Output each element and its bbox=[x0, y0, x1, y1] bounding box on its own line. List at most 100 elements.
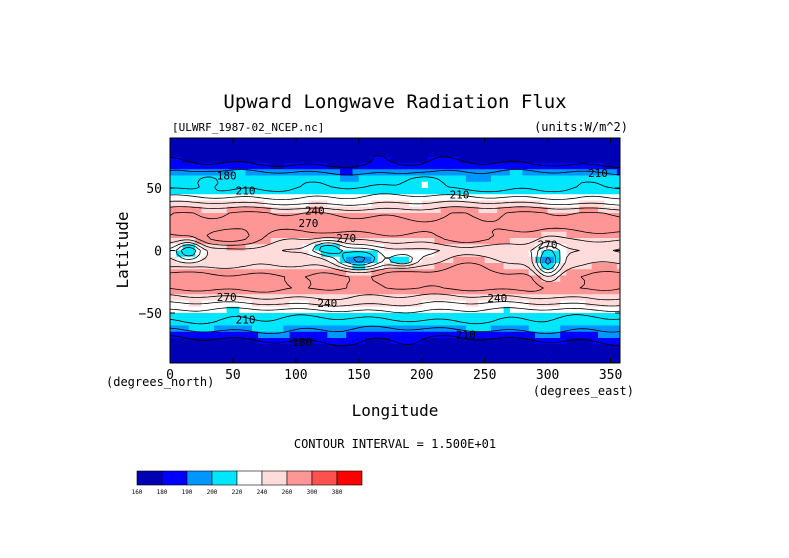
heatmap-cell bbox=[321, 200, 328, 208]
heatmap-cell bbox=[541, 138, 549, 145]
heatmap-cell bbox=[591, 256, 599, 264]
heatmap-cell bbox=[553, 219, 561, 227]
heatmap-cell bbox=[182, 138, 190, 145]
heatmap-cell bbox=[201, 238, 209, 245]
heatmap-cell bbox=[497, 350, 505, 358]
heatmap-cell bbox=[503, 244, 511, 252]
heatmap-cell bbox=[170, 300, 177, 308]
heatmap-cell bbox=[597, 231, 605, 239]
heatmap-cell bbox=[245, 163, 253, 170]
heatmap-cell bbox=[258, 263, 266, 270]
heatmap-cell bbox=[490, 275, 498, 283]
heatmap-cell bbox=[390, 313, 398, 320]
heatmap-cell bbox=[579, 144, 586, 152]
heatmap-cell bbox=[302, 281, 310, 289]
heatmap-cell bbox=[314, 288, 322, 295]
heatmap-cell bbox=[478, 138, 486, 145]
heatmap-cell bbox=[239, 250, 247, 258]
heatmap-cell bbox=[239, 181, 247, 189]
heatmap-cell bbox=[226, 275, 234, 283]
heatmap-cell bbox=[390, 350, 398, 358]
heatmap-cell bbox=[497, 175, 505, 183]
heatmap-cell bbox=[371, 338, 379, 345]
heatmap-cell bbox=[484, 213, 492, 220]
heatmap-cell bbox=[283, 350, 291, 358]
heatmap-cell bbox=[604, 281, 612, 289]
heatmap-cell bbox=[428, 275, 435, 283]
heatmap-cell bbox=[321, 338, 328, 345]
heatmap-cell bbox=[547, 294, 555, 302]
heatmap-cell bbox=[409, 306, 417, 314]
contour-line-285 bbox=[206, 228, 250, 242]
heatmap-cell bbox=[377, 188, 385, 195]
heatmap-cell bbox=[371, 313, 379, 320]
heatmap-cell bbox=[459, 350, 467, 358]
heatmap-cell bbox=[239, 219, 247, 227]
heatmap-cell bbox=[188, 206, 196, 214]
heatmap-cell bbox=[516, 231, 524, 239]
contour-line-270 bbox=[170, 211, 620, 293]
heatmap-cell bbox=[188, 213, 196, 220]
heatmap-cell bbox=[258, 275, 266, 283]
heatmap-cell bbox=[553, 213, 561, 220]
heatmap-cell bbox=[610, 169, 618, 177]
heatmap-cell bbox=[276, 275, 284, 283]
heatmap-cell bbox=[365, 313, 372, 320]
heatmap-cell bbox=[232, 288, 240, 295]
heatmap-cell bbox=[472, 250, 479, 258]
heatmap-cell bbox=[516, 300, 524, 308]
heatmap-cell bbox=[585, 163, 593, 170]
heatmap-cell bbox=[371, 200, 379, 208]
heatmap-cell bbox=[434, 156, 442, 164]
heatmap-cell bbox=[283, 181, 291, 189]
heatmap-cell bbox=[459, 250, 467, 258]
heatmap-cell bbox=[308, 219, 316, 227]
heatmap-cell bbox=[428, 144, 435, 152]
heatmap-cell bbox=[321, 256, 328, 264]
heatmap-cell bbox=[503, 150, 511, 158]
heatmap-cell bbox=[503, 356, 511, 363]
heatmap-cell bbox=[547, 206, 555, 214]
heatmap-cell bbox=[484, 294, 492, 302]
heatmap-cell bbox=[276, 144, 284, 152]
heatmap-cell bbox=[283, 356, 291, 363]
heatmap-cell bbox=[579, 269, 586, 277]
heatmap-cell bbox=[214, 344, 221, 352]
heatmap-cell bbox=[295, 213, 303, 220]
heatmap-cell bbox=[522, 313, 530, 320]
heatmap-cell bbox=[289, 338, 297, 345]
heatmap-cell bbox=[396, 244, 404, 252]
heatmap-cell bbox=[541, 175, 549, 183]
heatmap-cell bbox=[383, 175, 391, 183]
heatmap-cell bbox=[195, 238, 203, 245]
heatmap-cell bbox=[616, 281, 620, 289]
heatmap-cell bbox=[358, 275, 366, 283]
heatmap-cell bbox=[497, 275, 505, 283]
heatmap-cell bbox=[390, 138, 398, 145]
heatmap-cell bbox=[597, 213, 605, 220]
heatmap-cell bbox=[579, 169, 586, 177]
heatmap-cell bbox=[528, 263, 536, 270]
heatmap-cell bbox=[201, 213, 209, 220]
heatmap-cell bbox=[270, 144, 278, 152]
heatmap-cell bbox=[270, 206, 278, 214]
heatmap-cell bbox=[459, 138, 467, 145]
heatmap-cell bbox=[516, 338, 524, 345]
heatmap-cell bbox=[616, 144, 620, 152]
heatmap-cell bbox=[339, 350, 347, 358]
heatmap-cell bbox=[453, 169, 461, 177]
heatmap-cell bbox=[409, 294, 417, 302]
heatmap-cell bbox=[220, 250, 228, 258]
heatmap-cell bbox=[503, 300, 511, 308]
heatmap-cell bbox=[182, 256, 190, 264]
heatmap-cell bbox=[402, 319, 410, 327]
heatmap-cell bbox=[321, 288, 328, 295]
heatmap-cell bbox=[453, 219, 461, 227]
heatmap-cell bbox=[522, 206, 530, 214]
heatmap-cell bbox=[465, 294, 473, 302]
heatmap-cell bbox=[465, 238, 473, 245]
heatmap-cell bbox=[421, 350, 429, 358]
heatmap-cell bbox=[490, 269, 498, 277]
heatmap-cell bbox=[440, 219, 448, 227]
heatmap-cell bbox=[283, 281, 291, 289]
